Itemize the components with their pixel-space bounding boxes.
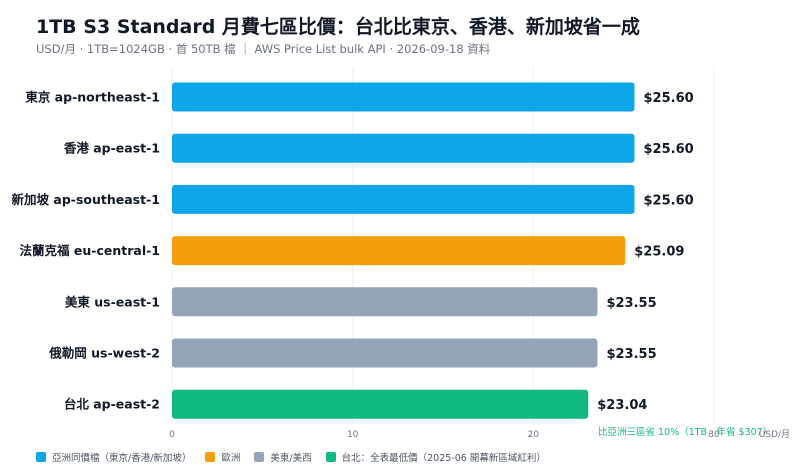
x-tick-label-0: 0: [169, 430, 175, 440]
category-label-3: 法蘭克福 eu-central-1: [20, 243, 160, 258]
legend-swatch-asia: [36, 452, 46, 462]
category-label-5: 俄勒岡 us-west-2: [48, 346, 160, 361]
legend-swatch-taipei: [325, 452, 336, 462]
category-label-4: 美東 us-east-1: [65, 294, 160, 309]
legend-swatch-us: [254, 452, 265, 462]
value-label-0: $25.60: [644, 91, 694, 106]
value-label-3: $25.09: [634, 245, 684, 260]
category-label-0: 東京 ap-northeast-1: [25, 90, 160, 105]
chart-title: 1TB S3 Standard 月費七區比價：台北比東京、香港、新加坡省一成: [36, 16, 640, 38]
bar-5: [172, 338, 598, 368]
legend-item-asia: 亞洲同價檔（東京/香港/新加坡）: [36, 450, 191, 464]
value-label-1: $25.60: [644, 142, 694, 157]
legend-item-europe: 歐洲: [205, 450, 240, 464]
x-axis-label: USD/月: [759, 429, 790, 440]
x-tick-label-1: 10: [347, 430, 359, 440]
value-label-6: $23.04: [597, 398, 647, 413]
value-label-2: $25.60: [644, 193, 694, 208]
savings-annotation: 比亞洲三區省 10%（1TB，年省 $307）: [598, 426, 772, 438]
bar-2: [172, 184, 635, 214]
bar-6: [172, 389, 589, 419]
chart-subtitle: USD/月 · 1TB=1024GB · 首 50TB 檔 ｜ AWS Pric…: [36, 42, 491, 56]
bar-4: [172, 287, 598, 317]
category-label-2: 新加坡 ap-southeast-1: [12, 192, 160, 207]
bar-1: [172, 133, 635, 163]
value-label-4: $23.55: [606, 296, 656, 311]
legend-label-taipei: 台北：全表最低價（2025-06 開幕新區域紅利）: [341, 453, 546, 464]
chart-legend: 亞洲同價檔（東京/香港/新加坡） 歐洲 美東/美西 台北：全表最低價（2025-…: [36, 450, 560, 464]
x-tick-label-2: 20: [528, 430, 540, 440]
legend-label-asia: 亞洲同價檔（東京/香港/新加坡）: [52, 453, 192, 464]
legend-swatch-europe: [205, 452, 216, 462]
legend-item-us: 美東/美西: [254, 450, 312, 464]
x-tick-label-3: 30: [708, 430, 720, 440]
category-label-1: 香港 ap-east-1: [63, 141, 160, 156]
category-label-6: 台北 ap-east-2: [64, 397, 160, 412]
bar-3: [172, 236, 626, 266]
bar-0: [172, 82, 635, 112]
legend-label-us: 美東/美西: [270, 453, 312, 464]
legend-label-europe: 歐洲: [221, 453, 241, 464]
legend-item-taipei: 台北：全表最低價（2025-06 開幕新區域紅利）: [325, 450, 546, 464]
value-label-5: $23.55: [606, 347, 656, 362]
